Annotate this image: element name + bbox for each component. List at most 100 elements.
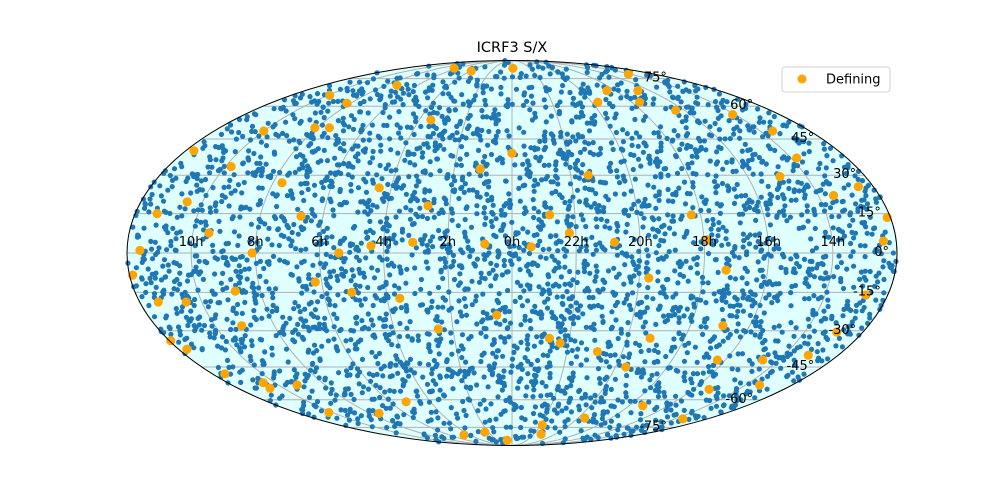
source-point [693,88,699,94]
source-point [490,211,496,217]
source-point [249,123,256,129]
source-point [663,106,669,112]
source-point [535,242,541,248]
source-point [791,378,797,384]
source-point [521,143,527,149]
source-point [524,98,530,104]
source-point [570,134,576,140]
source-point [669,218,675,224]
source-point [270,191,276,197]
source-point [168,238,174,245]
source-point [758,171,764,177]
source-point [720,224,726,230]
source-point [560,294,566,300]
source-point [640,423,646,429]
source-point [594,224,600,230]
source-point [191,208,197,214]
source-point [200,145,206,151]
source-point [609,309,615,315]
source-point [566,203,572,209]
source-point [273,131,279,137]
source-point [836,335,843,341]
source-point [393,362,399,368]
source-point [164,247,170,253]
source-point [409,221,416,227]
source-point [548,113,555,119]
y-tick-label: 30° [833,167,856,182]
source-point [686,165,692,171]
source-point [606,100,613,107]
source-point [584,69,590,75]
source-point [582,391,588,397]
source-point [328,390,334,397]
source-point [313,241,320,247]
source-point [361,274,367,280]
source-point [763,295,769,301]
source-point [295,321,301,327]
defining-point [426,115,436,125]
source-point [781,195,787,201]
source-point [280,328,286,334]
source-point [228,326,234,333]
source-point [430,100,436,106]
source-point [266,313,272,319]
source-point [543,59,549,65]
source-point [465,115,471,121]
source-point [414,388,420,394]
source-point [428,104,435,111]
source-point [577,303,584,309]
source-point [664,135,670,142]
source-point [536,366,542,372]
x-tick-label: 16h [756,235,781,250]
source-point [505,269,511,275]
source-point [849,192,855,198]
source-point [727,136,733,142]
source-point [410,111,417,117]
source-point [458,263,464,269]
legend-label-defining: Defining [826,73,881,88]
source-point [495,129,501,135]
source-point [724,256,730,262]
source-point [553,233,559,239]
source-point [842,207,848,213]
source-point [400,381,407,387]
source-point [491,111,497,117]
source-point [666,249,672,255]
source-point [670,213,676,219]
source-point [775,298,781,304]
source-point [301,197,307,204]
source-point [249,342,255,349]
source-point [628,188,634,194]
source-point [535,357,541,364]
source-point [358,302,364,308]
source-point [350,88,356,94]
source-point [326,100,332,106]
source-point [630,166,636,173]
source-point [337,240,343,247]
y-tick-label: 75° [644,71,667,86]
source-point [406,232,412,238]
source-point [358,337,364,343]
source-point [259,292,265,299]
source-point [555,260,562,266]
source-point [246,148,252,154]
source-point [165,187,171,193]
source-point [677,146,683,153]
source-point [533,373,539,379]
source-point [158,193,164,199]
source-point [355,151,361,157]
source-point [508,369,514,375]
source-point [788,256,794,262]
source-point [380,373,386,379]
source-point [862,188,868,194]
legend: Defining [781,66,891,93]
source-point [442,230,448,236]
source-point [460,174,466,180]
source-point [383,311,389,317]
source-point [209,288,215,294]
source-point [466,171,472,177]
source-point [479,352,485,358]
source-point [752,300,758,306]
source-point [256,285,262,291]
source-point [543,383,549,389]
